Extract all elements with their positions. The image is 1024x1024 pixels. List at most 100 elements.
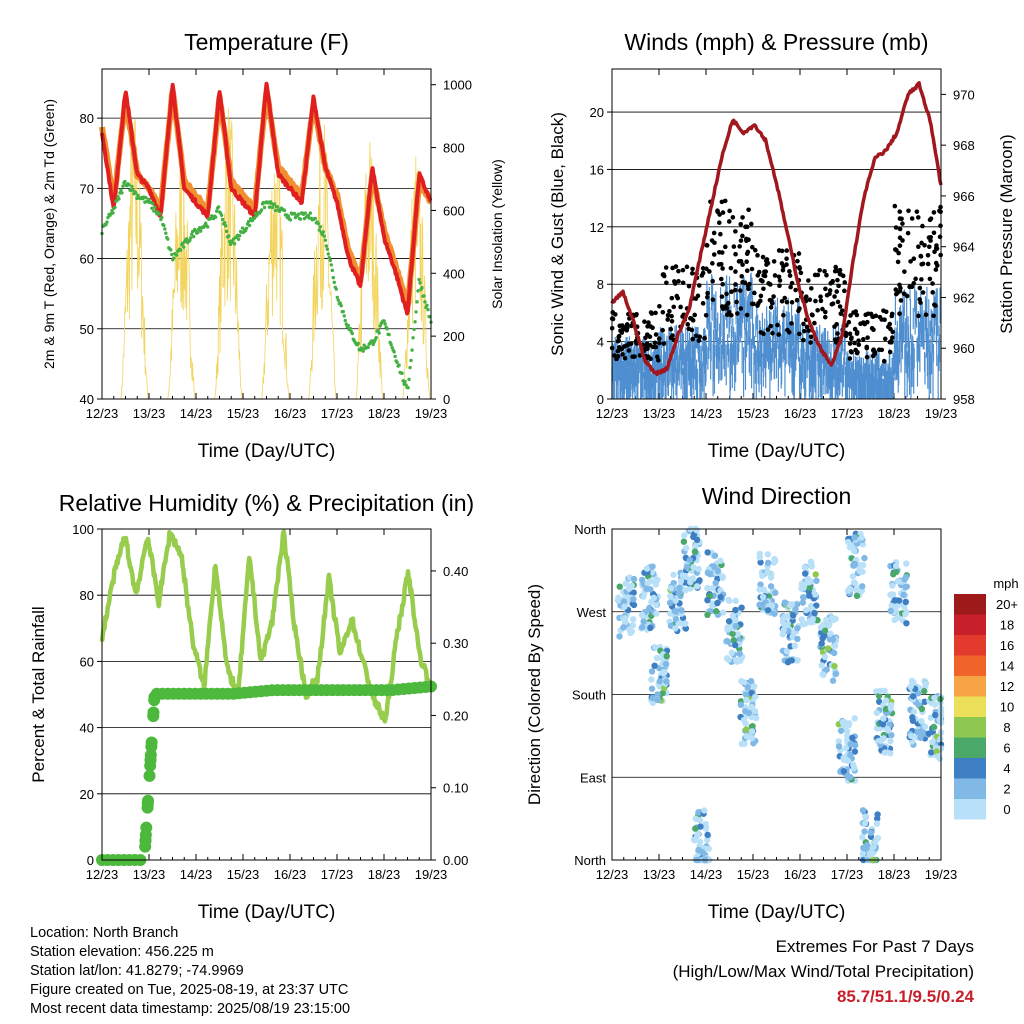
dewpoint-point <box>172 256 176 260</box>
y-tick-label: East <box>580 770 606 785</box>
dewpoint-point <box>389 342 393 347</box>
gust-point <box>626 348 632 353</box>
direction-point <box>643 585 650 592</box>
gust-point <box>671 304 677 310</box>
direction-point <box>677 578 685 585</box>
gust-point <box>667 308 672 314</box>
direction-point <box>849 573 857 580</box>
gust-point <box>804 324 810 330</box>
direction-point <box>738 604 745 611</box>
y2-tick-label: 962 <box>953 290 975 305</box>
gust-point <box>744 268 750 274</box>
gust-point <box>911 280 917 286</box>
direction-point <box>676 619 684 627</box>
y2-tick-label: 0.30 <box>443 636 468 651</box>
gust-point <box>923 312 929 318</box>
x-tick-label: 14/23 <box>180 406 213 421</box>
dewpoint-point <box>322 234 327 238</box>
direction-point <box>756 550 764 557</box>
gust-point <box>779 248 785 254</box>
direction-point <box>648 685 656 692</box>
colorbar-label: 10 <box>1000 700 1014 715</box>
gust-point <box>743 224 748 230</box>
dewpoint-point <box>224 229 229 234</box>
dewpoint-point <box>237 233 242 238</box>
gust-point <box>720 210 726 215</box>
direction-point <box>873 709 881 717</box>
gust-point <box>724 303 729 309</box>
direction-point <box>879 721 887 728</box>
x-tick-label: 18/23 <box>368 406 401 421</box>
panel-title: Wind Direction <box>702 483 852 509</box>
direction-point <box>706 570 714 578</box>
direction-point <box>851 764 858 772</box>
direction-point <box>659 689 666 697</box>
direction-point <box>821 632 828 639</box>
colorbar-label: 0 <box>1003 802 1010 817</box>
gust-point <box>719 250 725 255</box>
gust-point <box>839 308 845 313</box>
gust-point <box>897 209 903 214</box>
gust-point <box>668 326 674 332</box>
gust-point <box>932 302 937 308</box>
gust-point <box>897 226 903 232</box>
dewpoint-point <box>272 202 277 206</box>
gust-point <box>789 321 794 326</box>
gust-point <box>925 261 931 267</box>
gust-point <box>693 333 699 339</box>
direction-point <box>690 836 698 843</box>
direction-point <box>639 623 646 631</box>
gust-point <box>629 323 634 329</box>
direction-point <box>648 668 656 675</box>
gust-point <box>661 341 667 346</box>
gust-point <box>827 288 833 293</box>
gust-point <box>893 287 899 292</box>
gust-point <box>686 326 692 332</box>
dewpoint-point <box>216 205 221 209</box>
gust-point <box>772 273 778 278</box>
gust-point <box>630 354 635 360</box>
colorbar-swatch <box>954 655 986 676</box>
direction-point <box>695 846 702 854</box>
gust-point <box>700 266 706 271</box>
direction-point <box>752 714 760 722</box>
gust-point <box>663 265 669 270</box>
gust-point <box>930 290 936 295</box>
gust-point <box>835 299 841 305</box>
direction-point <box>725 625 733 632</box>
direction-point <box>813 577 820 584</box>
gust-point <box>719 294 725 299</box>
direction-point <box>842 744 850 752</box>
gust-point <box>707 269 712 274</box>
dewpoint-point <box>182 245 186 249</box>
gust-point <box>801 337 806 343</box>
direction-point <box>861 554 868 562</box>
y2-tick-label: 0.40 <box>443 564 468 579</box>
y2-tick-label: 958 <box>953 392 975 407</box>
dewpoint-point <box>330 268 334 273</box>
dewpoint-point <box>397 363 401 367</box>
dewpoint-point <box>416 289 420 293</box>
direction-point <box>918 717 925 725</box>
dewpoint-point <box>214 209 219 213</box>
dewpoint-point <box>158 212 162 216</box>
direction-point <box>696 817 704 824</box>
gust-point <box>653 344 659 350</box>
gust-point <box>838 271 843 277</box>
direction-point <box>917 728 924 735</box>
y-tick-label: 20 <box>590 105 604 120</box>
direction-point <box>831 642 839 650</box>
direction-point <box>717 593 724 601</box>
direction-point <box>704 549 711 556</box>
direction-point <box>749 728 756 735</box>
gust-point <box>680 280 686 286</box>
dewpoint-point <box>136 193 140 198</box>
dewpoint-point <box>223 224 228 228</box>
gust-point <box>669 318 675 324</box>
dewpoint-point <box>390 345 394 350</box>
gust-point <box>740 262 745 267</box>
direction-point <box>704 836 711 844</box>
gust-point <box>656 336 662 341</box>
direction-point <box>714 599 721 607</box>
